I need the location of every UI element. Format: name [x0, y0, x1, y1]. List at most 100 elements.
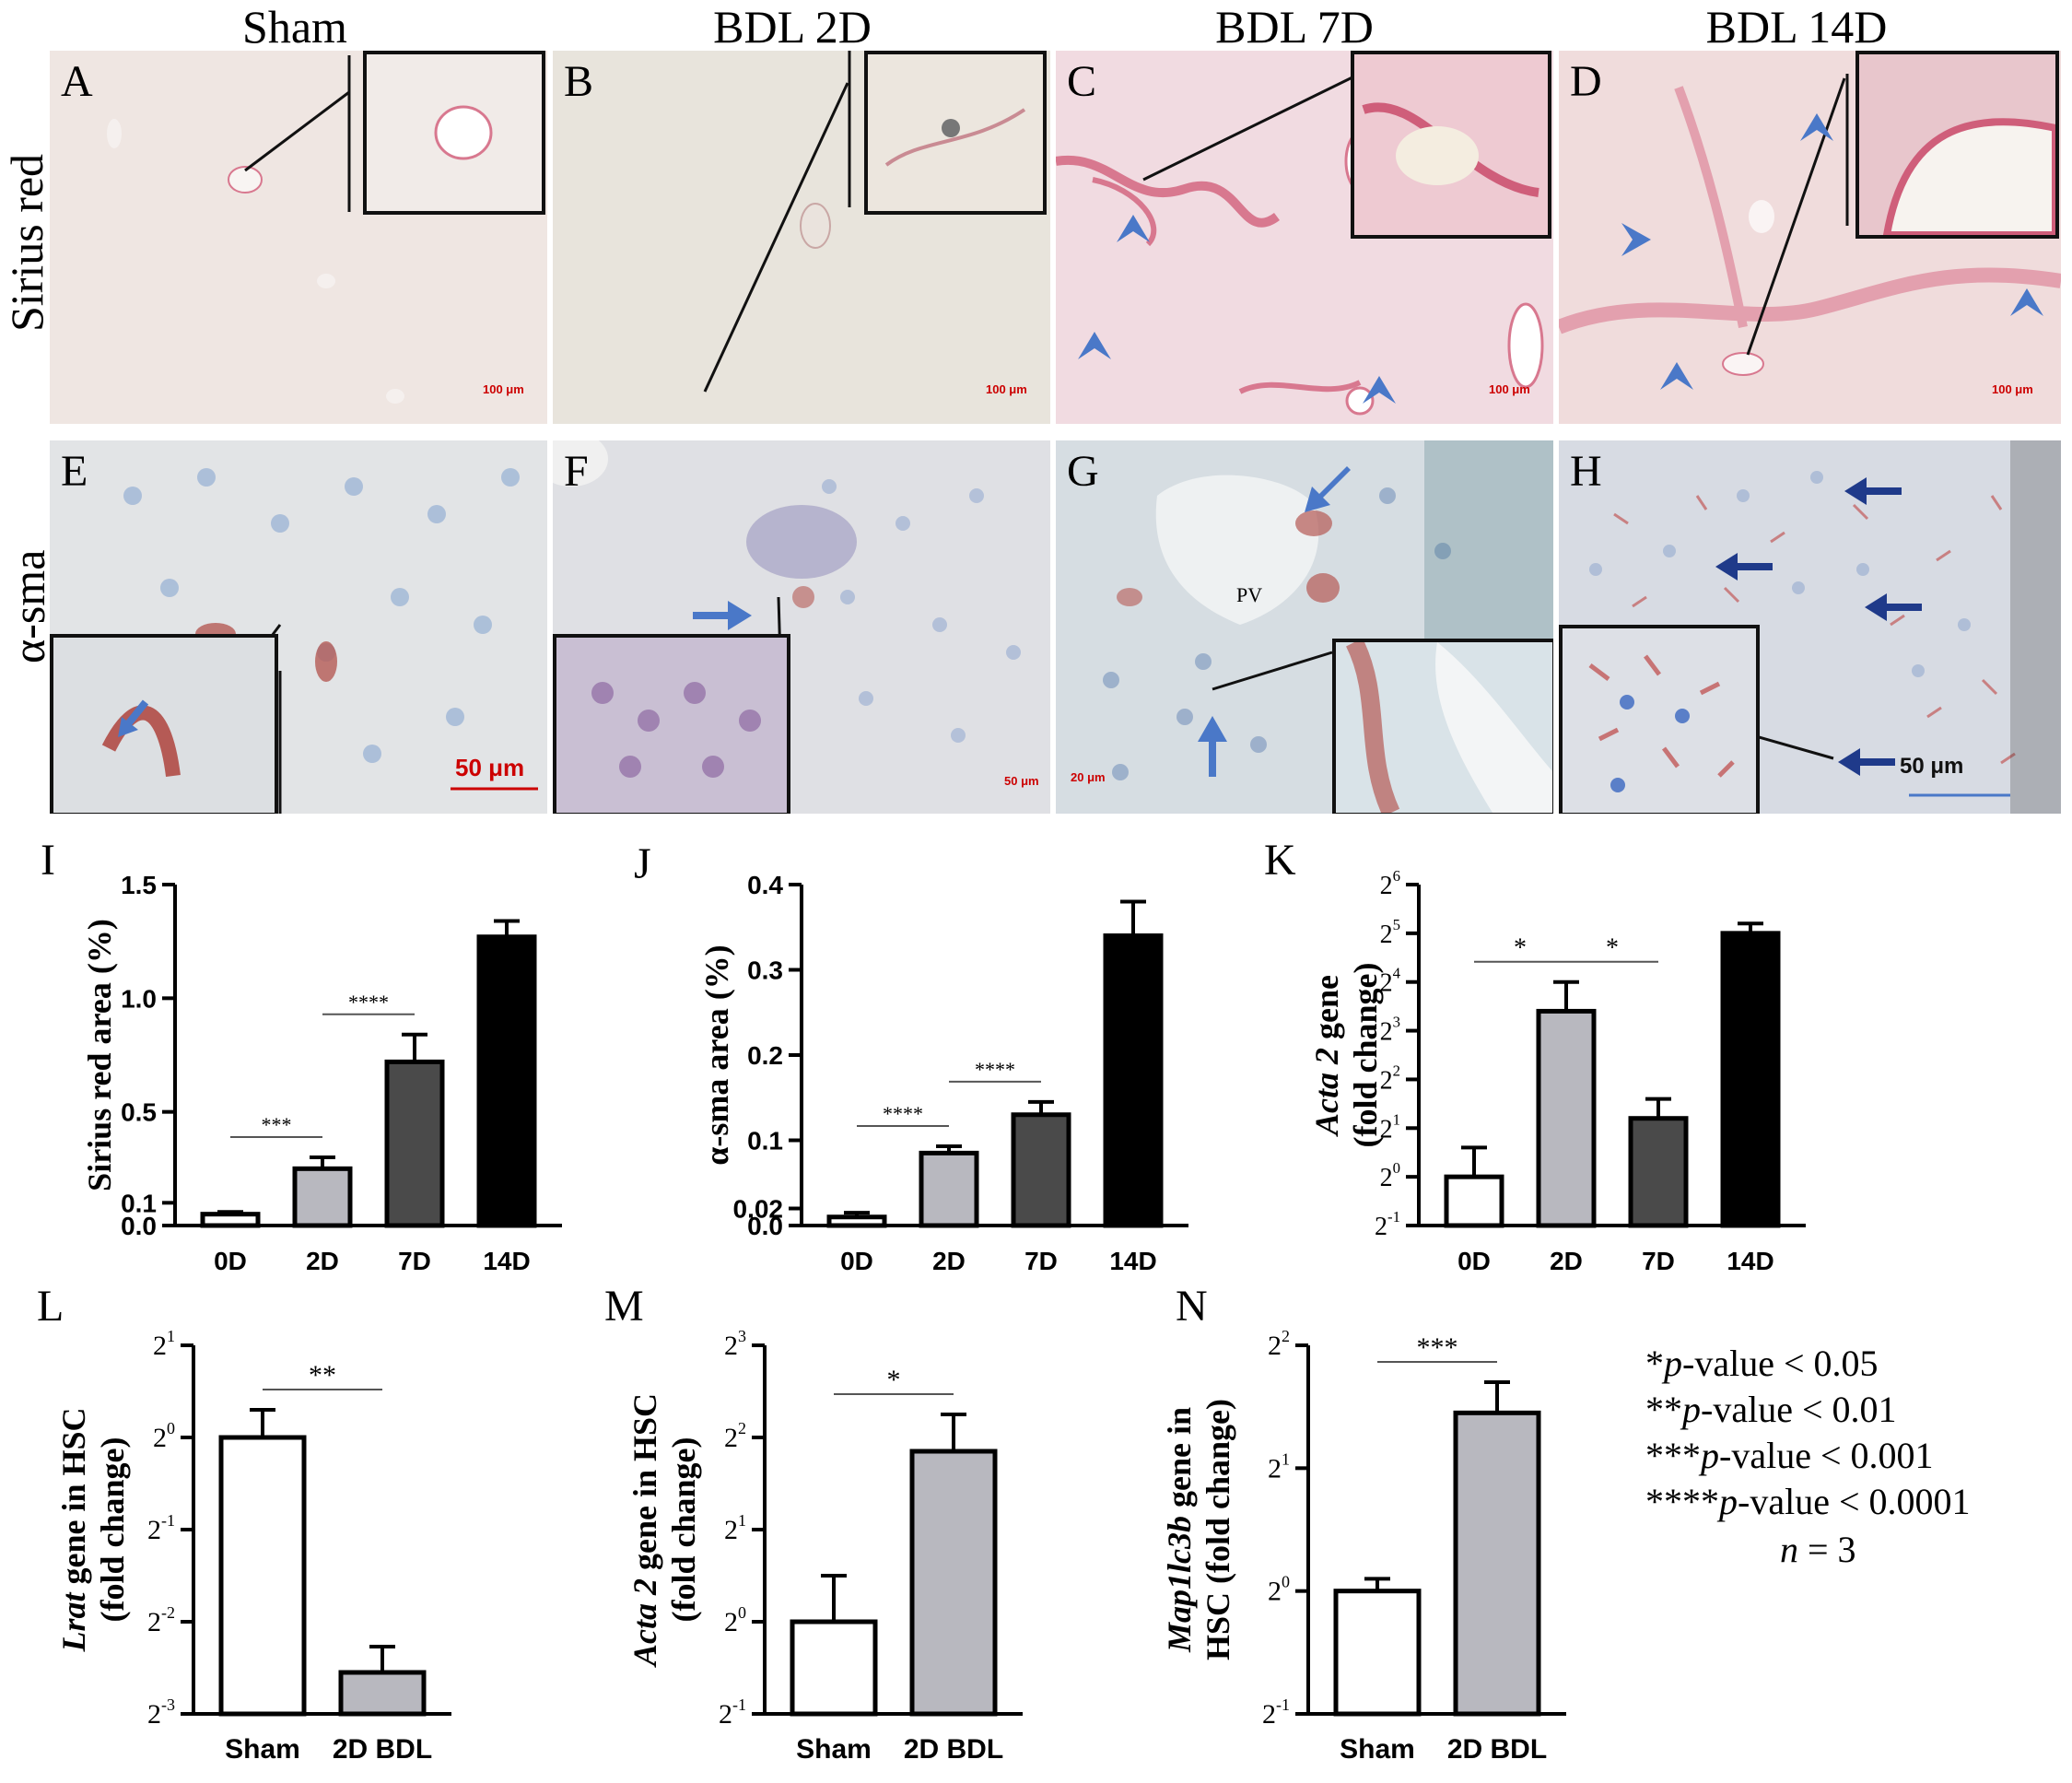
y-tick-label: 21 [724, 1511, 746, 1545]
tissue-texture-f [553, 440, 1021, 814]
chart-svg-n: 2-1 20 21 22 Sham 2D BDL *** Map1lc3b gene in HS… [1161, 1327, 1566, 1765]
y-axis-label-line-2: (fold change) [94, 1437, 131, 1623]
chart-j: 0.0 0.02 0.1 0.2 0.3 0.4 0D 2D 7D 14D **** **** α-sm… [645, 857, 1271, 1285]
y-tick-label: 0.2 [747, 1041, 783, 1070]
y-tick-label: 26 [1380, 867, 1400, 900]
y-tick-label: 2-1 [147, 1511, 175, 1545]
bar-2d-bdl [1453, 1410, 1541, 1717]
tissue-texture-d [1559, 74, 2061, 376]
arrow-g-2 [1198, 716, 1227, 777]
panel-letter-g: G [1067, 447, 1099, 496]
panel-letter-b: B [564, 57, 594, 106]
arrow-f [693, 601, 752, 630]
significance-label: **** [348, 991, 389, 1014]
chart-svg-j: 0.00.02 0.1 0.2 0.3 0.4 0D 2D 7D 14D **** **** α-sm… [698, 871, 1188, 1275]
y-tick-label: 20 [724, 1603, 746, 1637]
legend-line-4: ****p-value < 0.0001 [1645, 1481, 1971, 1522]
y-axis-label: Map1lc3b gene in [1161, 1407, 1198, 1653]
panel-letter-n: N [1176, 1282, 1208, 1331]
bar-0d [826, 1214, 887, 1228]
panel-letter-f: F [564, 447, 589, 496]
x-tick-label: 2D [932, 1247, 966, 1275]
y-axis-label: Acta 2 gene in HSC [626, 1393, 663, 1668]
y-tick-label: 25 [1380, 916, 1400, 949]
y-tick-label: 2-3 [147, 1695, 175, 1730]
bar-14d [1103, 933, 1164, 1228]
micrograph-c: C 100 μm [1056, 51, 1553, 424]
x-tick-label: 14D [1727, 1247, 1773, 1275]
scale-bar-e: 50 μm [455, 754, 525, 781]
y-tick-label: 0.3 [747, 956, 783, 985]
significance-label: **** [883, 1102, 923, 1125]
inset-f [553, 634, 790, 814]
y-axis-label-line-2: (fold change) [665, 1437, 702, 1623]
panel-letter-i: I [41, 836, 55, 885]
bar-2d [292, 1166, 353, 1228]
panel-letter-d: D [1570, 57, 1602, 106]
bar-7d [384, 1059, 445, 1228]
arrowhead-c-1 [1117, 215, 1150, 242]
y-tick-label: 1.5 [121, 871, 157, 899]
panel-letter-a: A [61, 57, 93, 106]
y-axis-label: Acta 2 gene [1308, 975, 1345, 1137]
y-tick-label: 2-1 [1262, 1695, 1290, 1730]
y-axis-label-line-2: HSC (fold change) [1200, 1399, 1236, 1660]
legend-line-3: ***p-value < 0.001 [1645, 1435, 1934, 1476]
chart-svg-l: 2-3 2-2 2-1 20 21 Sham 2D BDL ** Lrat gene in HS… [55, 1327, 451, 1765]
scale-bar-a: 100 μm [483, 382, 524, 396]
y-tick-label: 0.02 [733, 1195, 784, 1224]
arrow-h-3 [1865, 593, 1922, 621]
pv-label: PV [1236, 583, 1263, 606]
x-tick-label: 7D [1024, 1247, 1058, 1275]
y-tick-label: 0.1 [121, 1189, 157, 1217]
x-tick-label: Sham [796, 1734, 872, 1765]
chart-k: 2-1 20 21 22 23 24 25 26 0D 2D 7D 14D * * Acta 2 gene(… [1262, 857, 1852, 1285]
column-title-bdl-2d: BDL 2D [713, 1, 872, 53]
tissue-texture-h [1589, 440, 2061, 814]
arrowhead-d-3 [1660, 362, 1693, 390]
significance-label: **** [975, 1058, 1015, 1081]
chart-m: 2-1 20 21 22 23 Sham 2D BDL * Acta 2 gene in HSC… [608, 1308, 1161, 1783]
scale-bar-d: 100 μm [1992, 382, 2033, 396]
y-tick-label: 23 [724, 1327, 746, 1361]
column-title-sham: Sham [242, 1, 347, 53]
bar-14d [476, 934, 537, 1228]
arrowhead-d-2 [1621, 223, 1651, 256]
x-tick-label: 7D [398, 1247, 431, 1275]
significance-label: * [887, 1365, 901, 1395]
panel-letter-c: C [1067, 57, 1097, 106]
significance-label: * [1606, 934, 1619, 963]
bar-0d [1444, 1174, 1504, 1228]
bar-2d-bdl [909, 1449, 998, 1717]
y-tick-label: 0.0 [121, 1212, 157, 1240]
x-tick-label: 14D [1109, 1247, 1156, 1275]
y-tick-label: 20 [153, 1419, 175, 1453]
significance-label: * [1514, 934, 1527, 963]
scale-bar-c: 100 μm [1489, 382, 1530, 396]
micrograph-h: H 50 μm [1559, 440, 2061, 814]
y-tick-label: 2-1 [1375, 1208, 1400, 1241]
column-title-bdl-14d: BDL 14D [1705, 1, 1888, 53]
arrow-g-1 [1305, 466, 1351, 512]
panel-letter-j: J [634, 839, 651, 888]
inset-g [1332, 639, 1553, 814]
x-tick-label: 0D [214, 1247, 247, 1275]
y-axis-label: Lrat gene in HSC [55, 1407, 92, 1652]
chart-n: 2-1 20 21 22 Sham 2D BDL *** Map1lc3b gene in HS… [1152, 1308, 1668, 1783]
x-tick-label: Sham [225, 1734, 300, 1765]
bar-7d [1011, 1112, 1071, 1228]
legend-line-2: **p-value < 0.01 [1645, 1389, 1897, 1430]
chart-i: 0.0 0.1 0.5 1.0 1.5 0D 2D 7D 14D *** **** Sirius re… [0, 857, 645, 1285]
y-tick-label: 1.0 [121, 984, 157, 1013]
chart-l: 2-3 2-2 2-1 20 21 Sham 2D BDL ** Lrat gene in HS… [37, 1308, 590, 1783]
arrowhead-c-3 [1363, 376, 1396, 404]
bar-sham [1333, 1589, 1422, 1717]
micrograph-e: E 50 μm [50, 440, 547, 814]
panel-letter-h: H [1570, 447, 1602, 496]
x-tick-label: 2D BDL [333, 1734, 432, 1765]
y-tick-label: 21 [1268, 1449, 1290, 1484]
arrowhead-d-4 [2010, 288, 2043, 316]
arrowhead-d-1 [1800, 113, 1833, 141]
y-tick-label: 22 [724, 1419, 746, 1453]
chart-svg-i: 0.00.10.51.01.50D 2D 7D 14D*******Sirius re… [81, 871, 562, 1275]
